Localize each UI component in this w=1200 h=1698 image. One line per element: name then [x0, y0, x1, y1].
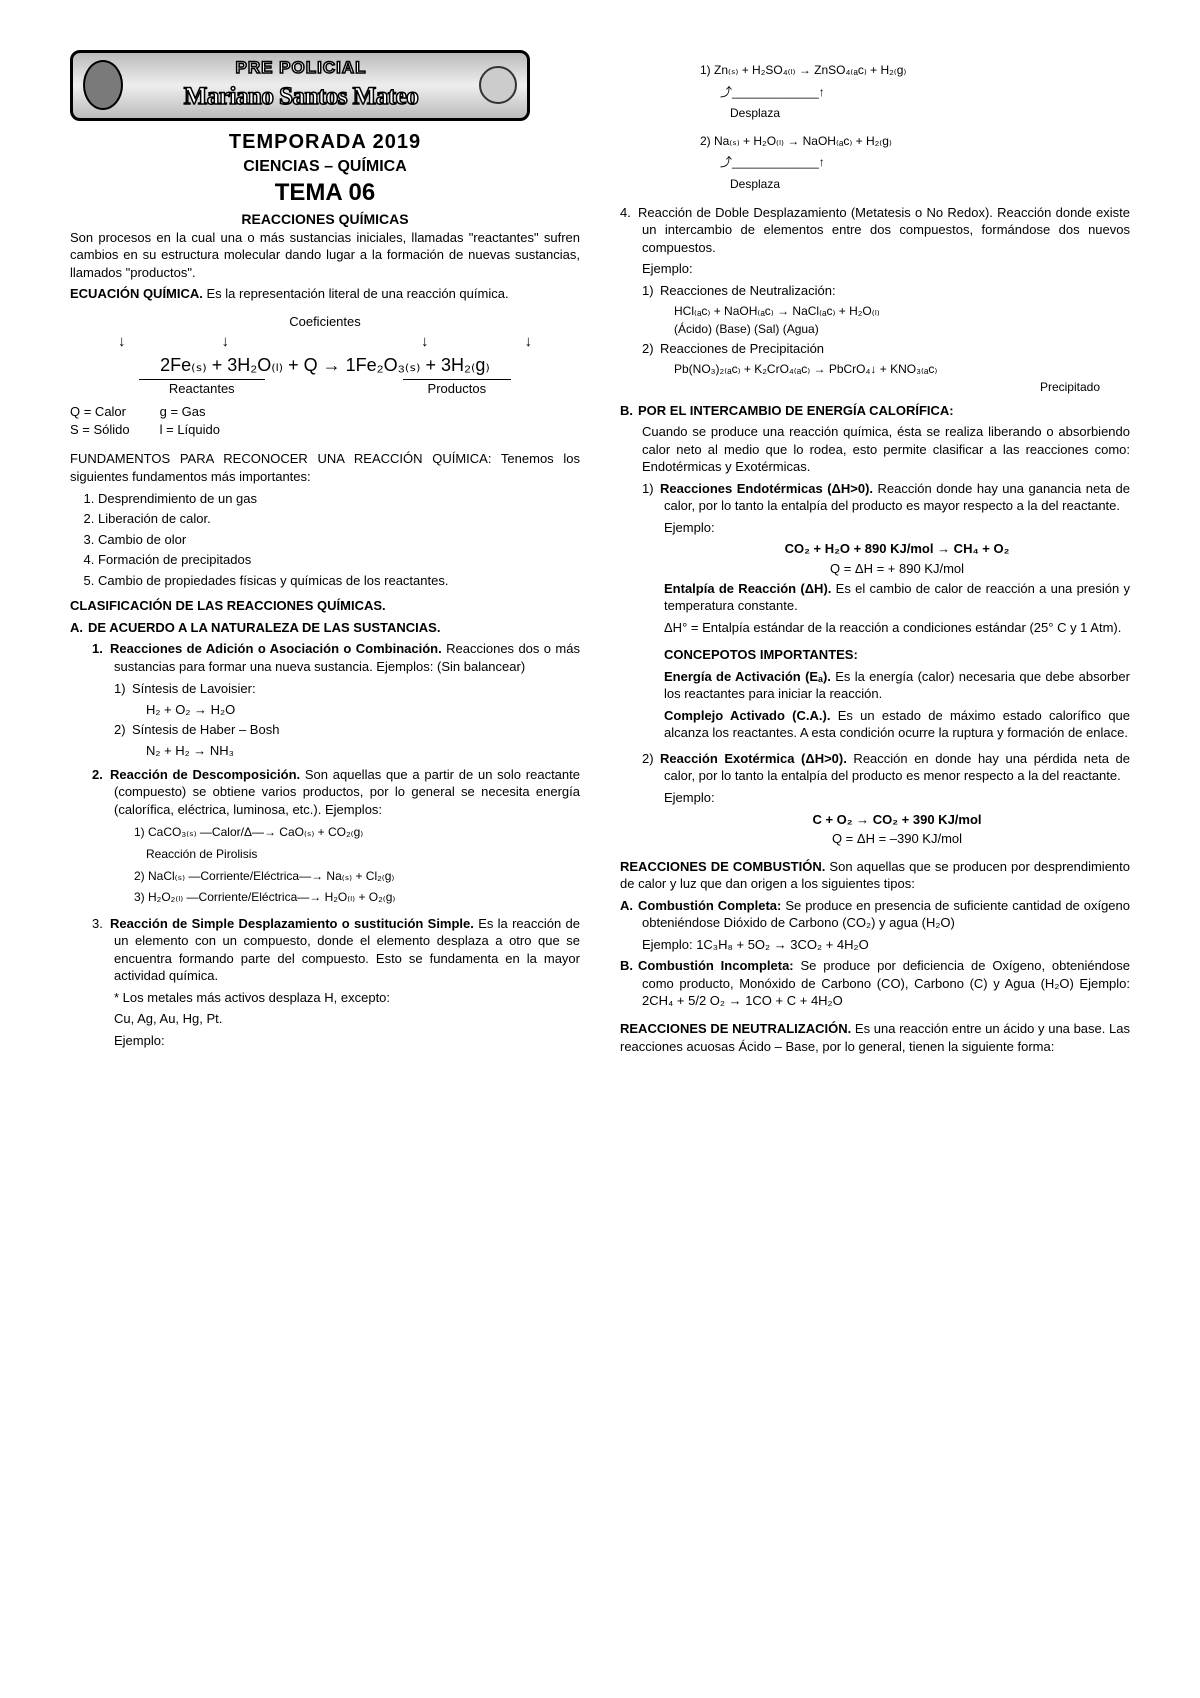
list-item: Cambio de olor [98, 531, 580, 549]
ca-label: Complejo Activado (C.A.). [664, 708, 830, 723]
A3-metals: Cu, Ag, Au, Hg, Pt. [114, 1010, 580, 1028]
B-desc: Cuando se produce una reacción química, … [642, 423, 1130, 476]
A2-title: Reacción de Descomposición. [110, 767, 300, 782]
comb-B-title: Combustión Incompleta: [638, 958, 794, 973]
A2-eq1: 1) CaCO₃₍ₛ₎ —Calor/Δ—→ CaO₍ₛ₎ + CO₂₍g₎ [134, 822, 580, 844]
A3-eq2: 2) Na₍ₛ₎ + H₂O₍ₗ₎ → NaOH₍ₐc₎ + H₂₍g₎ [700, 131, 1130, 153]
desplaza-2: Desplaza [700, 174, 1130, 196]
ea-label: Energía de Activación (Eₐ). [664, 669, 831, 684]
neutralizacion-title: REACCIONES DE NEUTRALIZACIÓN. [620, 1021, 851, 1036]
arrow-icon: ↓ [118, 332, 126, 352]
A2-eq1b: Reacción de Pirolisis [134, 844, 580, 866]
B1-title: Reacciones Endotérmicas (ΔH>0). [660, 481, 873, 496]
B1-ejemplo: Ejemplo: [664, 519, 1130, 537]
A2-eq3: 3) H₂O₂₍ₗ₎ —Corriente/Eléctrica—→ H₂O₍ₗ₎… [134, 887, 580, 909]
A-title: DE ACUERDO A LA NATURALEZA DE LAS SUSTAN… [88, 620, 440, 635]
B2-ejemplo: Ejemplo: [664, 789, 1130, 807]
legend-s: S = Sólido [70, 421, 130, 439]
list-item: Cambio de propiedades físicas y químicas… [98, 572, 580, 590]
A1-2-label: Síntesis de Haber – Bosh [132, 722, 279, 737]
legend-g: g = Gas [160, 403, 220, 421]
fundamentos-list: Desprendimiento de un gas Liberación de … [70, 490, 580, 590]
A1-1-label: Síntesis de Lavoisier: [132, 681, 256, 696]
B2-eq2: Q = ΔH = –390 KJ/mol [664, 830, 1130, 848]
main-equation: 2Fe₍ₛ₎ + 3H₂O₍ₗ₎ + Q → 1Fe₂O₃₍ₛ₎ + 3H₂₍g… [70, 353, 580, 377]
A1-2-eq: N₂ + H₂ → NH₃ [146, 742, 580, 760]
section-A: A.DE ACUERDO A LA NATURALEZA DE LAS SUST… [70, 619, 580, 1050]
A4-1-lb: (Ácido) (Base) (Sal) (Agua) [674, 321, 1130, 337]
A3-eq1: 1) Zn₍ₛ₎ + H₂SO₄₍ₗ₎ → ZnSO₄₍ₐc₎ + H₂₍g₎ [700, 60, 1130, 82]
list-item: Desprendimiento de un gas [98, 490, 580, 508]
intro-text: Son procesos en la cual una o más sustan… [70, 229, 580, 282]
A3-ejemplo: Ejemplo: [114, 1032, 580, 1050]
A4-1-label: Reacciones de Neutralización: [660, 283, 836, 298]
fundamentos-head: FUNDAMENTOS PARA RECONOCER UNA REACCIÓN … [70, 450, 580, 485]
legend-l: l = Líquido [160, 421, 220, 439]
desplaza-1: Desplaza [700, 103, 1130, 125]
list-item: Formación de precipitados [98, 551, 580, 569]
A4-1-eq: HCl₍ₐc₎ + NaOH₍ₐc₎ → NaCl₍ₐc₎ + H₂O₍ₗ₎ [674, 303, 1130, 319]
ecu-desc: Es la representación literal de una reac… [203, 286, 509, 301]
conceptos-head: CONCEPOTOS IMPORTANTES: [664, 646, 1130, 664]
B1-eq1: CO₂ + H₂O + 890 KJ/mol → CH₄ + O₂ [664, 540, 1130, 558]
dh-standard: ΔH° = Entalpía estándar de la reacción a… [664, 619, 1130, 637]
arrow-icon: ↓ [222, 332, 230, 352]
arrow-icon: ↓ [421, 332, 429, 352]
clasificacion-head: CLASIFICACIÓN DE LAS REACCIONES QUÍMICAS… [70, 597, 580, 615]
seal-icon [479, 66, 517, 104]
legend-q: Q = Calor [70, 403, 130, 421]
decomposition-examples: 1) CaCO₃₍ₛ₎ —Calor/Δ—→ CaO₍ₛ₎ + CO₂₍g₎ R… [134, 822, 580, 908]
A4-2-label: Reacciones de Precipitación [660, 341, 824, 356]
B2-title: Reacción Exotérmica (ΔH>0). [660, 751, 847, 766]
B2-eq1: C + O₂ → CO₂ + 390 KJ/mol [664, 811, 1130, 829]
temporada-title: TEMPORADA 2019 [70, 129, 580, 156]
comb-A-ej: Ejemplo: 1C₃H₈ + 5O₂ → 3CO₂ + 4H₂O [642, 936, 1130, 954]
banner-line2: Mariano Santos Mateo [133, 80, 469, 114]
section-title: REACCIONES QUÍMICAS [70, 210, 580, 229]
entalpia-label: Entalpía de Reacción (ΔH). [664, 581, 831, 596]
subject-title: CIENCIAS – QUÍMICA [70, 156, 580, 178]
B-title: POR EL INTERCAMBIO DE ENERGÍA CALORÍFICA… [638, 403, 954, 418]
A4-2-lb: Precipitado [664, 379, 1130, 395]
arrow-icon: ↓ [525, 332, 533, 352]
ecu-label: ECUACIÓN QUÍMICA. [70, 286, 203, 301]
productos-label: Productos [403, 379, 512, 398]
portrait-logo [83, 60, 123, 110]
A4-title: Reacción de Doble Desplazamiento (Metate… [638, 205, 993, 220]
A2-eq2: 2) NaCl₍ₛ₎ —Corriente/Eléctrica—→ Na₍ₛ₎ … [134, 866, 580, 888]
A4-2-eq: Pb(NO₃)₂₍ₐc₎ + K₂CrO₄₍ₐc₎ → PbCrO₄↓ + KN… [674, 361, 1130, 377]
tema-title: TEMA 06 [70, 177, 580, 209]
coef-label: Coeficientes [70, 313, 580, 331]
A1-1-eq: H₂ + O₂ → H₂O [146, 701, 580, 719]
A4-ejemplo: Ejemplo: [642, 260, 1130, 278]
school-banner: PRE POLICIAL Mariano Santos Mateo [70, 50, 530, 121]
A3-title: Reacción de Simple Desplazamiento o sust… [110, 916, 474, 931]
A1-title: Reacciones de Adición o Asociación o Com… [110, 641, 442, 656]
A3-note: * Los metales más activos desplaza H, ex… [114, 989, 580, 1007]
banner-line1: PRE POLICIAL [133, 57, 469, 80]
ecu-line: ECUACIÓN QUÍMICA. Es la representación l… [70, 285, 580, 303]
combustion-title: REACCIONES DE COMBUSTIÓN. [620, 859, 825, 874]
displacement-examples: 1) Zn₍ₛ₎ + H₂SO₄₍ₗ₎ → ZnSO₄₍ₐc₎ + H₂₍g₎ … [700, 60, 1130, 196]
comb-A-title: Combustión Completa: [638, 898, 781, 913]
B1-eq2: Q = ΔH = + 890 KJ/mol [664, 560, 1130, 578]
legend: Q = Calor S = Sólido g = Gas l = Líquido [70, 403, 580, 438]
list-item: Liberación de calor. [98, 510, 580, 528]
equation-diagram: Coeficientes ↓ ↓ ↓ ↓ 2Fe₍ₛ₎ + 3H₂O₍ₗ₎ + Q … [70, 313, 580, 398]
reactantes-label: Reactantes [139, 379, 265, 398]
